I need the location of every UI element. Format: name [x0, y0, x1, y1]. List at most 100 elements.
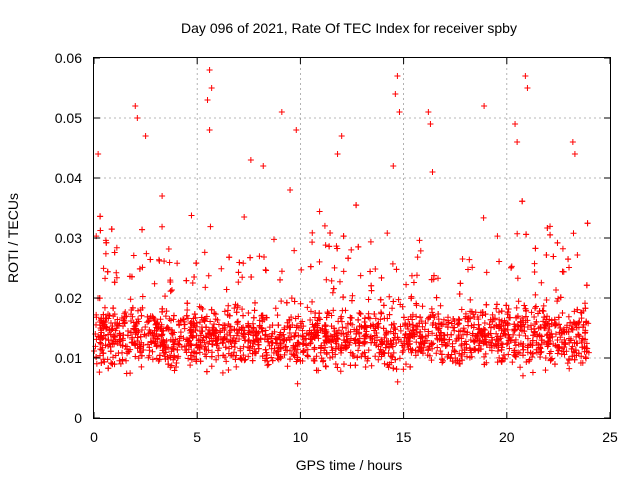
data-point [547, 337, 554, 344]
data-point [293, 350, 300, 357]
data-point [541, 324, 548, 331]
data-point [368, 282, 375, 289]
data-point [100, 265, 107, 272]
data-point [159, 193, 166, 199]
data-point [294, 354, 301, 361]
data-point [262, 266, 269, 273]
data-point [546, 350, 553, 357]
data-point [456, 317, 463, 324]
data-point [188, 212, 195, 219]
data-point [316, 208, 323, 215]
data-point [390, 336, 397, 343]
data-point [568, 322, 575, 329]
data-point [208, 85, 215, 91]
data-point [417, 314, 424, 321]
data-point [234, 319, 241, 326]
data-point [231, 344, 238, 351]
data-point [492, 341, 499, 348]
data-point [393, 366, 400, 373]
data-point [112, 327, 119, 334]
data-point [583, 345, 590, 352]
data-point [300, 323, 307, 330]
data-point [361, 333, 368, 340]
data-point [171, 367, 178, 374]
data-point [201, 318, 208, 325]
data-point [399, 342, 406, 349]
data-point [571, 151, 578, 157]
data-point [220, 352, 227, 359]
data-point [429, 341, 436, 348]
data-point [232, 356, 239, 363]
data-point [240, 324, 247, 331]
data-point [466, 345, 473, 352]
data-point [384, 230, 391, 237]
data-point [345, 255, 352, 262]
data-point [428, 357, 435, 364]
data-point [569, 326, 576, 333]
data-point [269, 330, 276, 337]
data-point [562, 341, 569, 348]
data-point [231, 326, 238, 333]
data-point [551, 361, 558, 368]
data-point [475, 316, 482, 323]
data-point [575, 319, 582, 326]
data-point [392, 91, 399, 97]
data-point [101, 332, 108, 339]
data-point [467, 296, 474, 303]
data-point [452, 348, 459, 355]
data-point [402, 330, 409, 337]
data-point [483, 301, 490, 308]
data-point [531, 325, 538, 332]
data-point [390, 298, 397, 305]
data-point [191, 273, 198, 280]
data-point [198, 314, 205, 321]
data-point [511, 327, 518, 334]
data-point [499, 341, 506, 348]
data-point [378, 351, 385, 358]
data-point [135, 318, 142, 325]
data-point [569, 353, 576, 360]
data-point [448, 331, 455, 338]
data-point [249, 357, 256, 364]
data-point [237, 355, 244, 362]
data-point [390, 163, 397, 169]
data-point [261, 254, 268, 261]
y-tick-label: 0.04 [55, 170, 82, 186]
data-point [526, 356, 533, 363]
data-point [328, 277, 335, 284]
data-point [365, 347, 372, 354]
data-point [513, 304, 520, 311]
data-point [250, 332, 257, 339]
data-point [155, 333, 162, 340]
data-point [129, 304, 136, 311]
data-point [572, 321, 579, 328]
data-point [410, 326, 417, 333]
chart-title: Day 096 of 2021, Rate Of TEC Index for r… [181, 20, 517, 36]
data-point [278, 268, 285, 275]
data-point [407, 363, 414, 370]
data-point [566, 264, 573, 271]
data-point [311, 335, 318, 342]
data-point [238, 327, 245, 334]
data-point [231, 305, 238, 312]
data-point [270, 236, 277, 243]
data-point [400, 314, 407, 321]
data-point [381, 334, 388, 341]
data-point [333, 329, 340, 336]
data-point [144, 341, 151, 348]
data-point [538, 337, 545, 344]
data-point [268, 345, 275, 352]
data-point [319, 358, 326, 365]
data-point [555, 321, 562, 328]
data-point [541, 314, 548, 321]
data-point [201, 249, 208, 256]
data-point [368, 362, 375, 369]
data-point [292, 315, 299, 322]
data-point [355, 316, 362, 323]
data-point [523, 231, 530, 238]
data-point [114, 316, 121, 323]
data-point [167, 288, 174, 295]
data-point [459, 357, 466, 364]
data-point [116, 330, 123, 337]
